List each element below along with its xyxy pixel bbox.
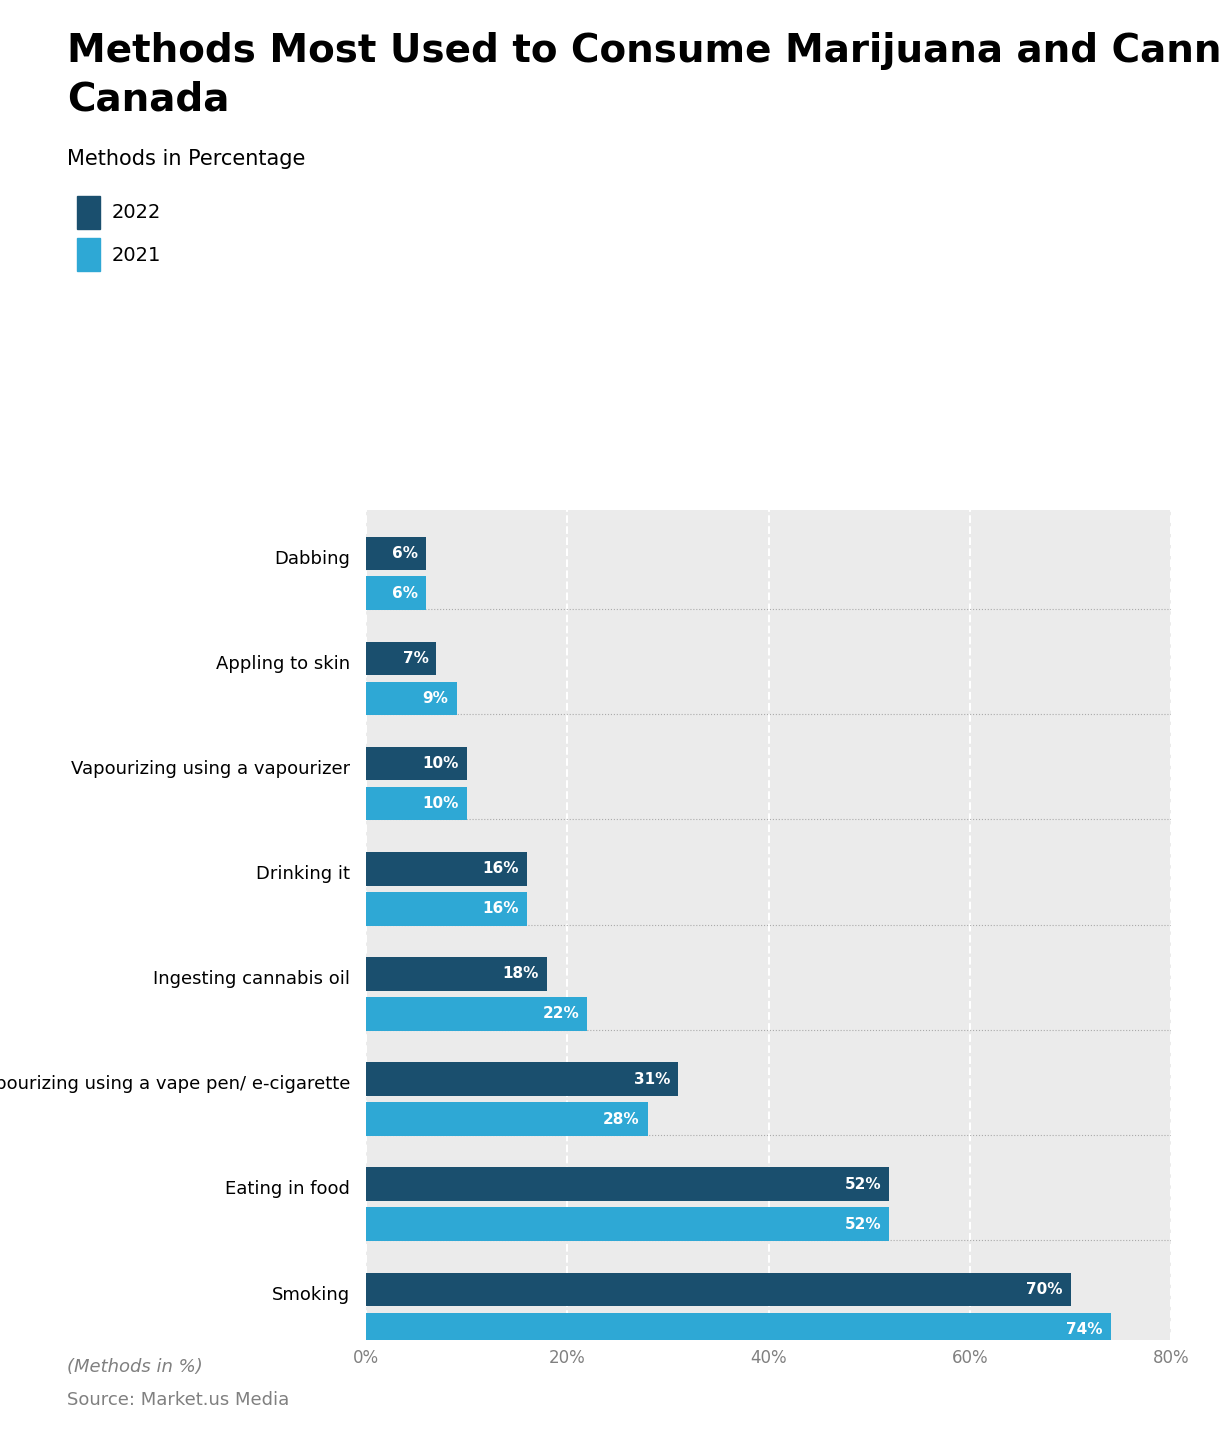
Bar (366, 852, 527, 885)
Bar (366, 957, 548, 992)
Bar (366, 747, 466, 780)
Bar (366, 577, 427, 610)
Text: 7%: 7% (403, 651, 428, 665)
Text: 10%: 10% (422, 796, 459, 811)
Text: Methods Most Used to Consume Marijuana and Cannabis in: Methods Most Used to Consume Marijuana a… (67, 32, 1220, 70)
Legend: 2022, 2021: 2022, 2021 (77, 197, 161, 271)
Text: 10%: 10% (422, 756, 459, 772)
Text: 52%: 52% (844, 1217, 881, 1232)
Text: 22%: 22% (543, 1006, 580, 1022)
Text: 74%: 74% (1066, 1322, 1103, 1337)
Bar (366, 893, 527, 926)
Bar (366, 786, 466, 820)
Bar (366, 1102, 648, 1136)
Bar (366, 1207, 889, 1241)
Bar (366, 1313, 1110, 1347)
Text: 16%: 16% (482, 901, 518, 916)
Text: 9%: 9% (422, 692, 449, 706)
Text: 28%: 28% (603, 1111, 639, 1127)
Text: 52%: 52% (844, 1176, 881, 1192)
Text: 31%: 31% (633, 1072, 670, 1086)
Text: 16%: 16% (482, 862, 518, 877)
Bar (366, 997, 588, 1031)
Bar (366, 536, 427, 571)
Bar (366, 681, 456, 715)
Text: Source: Market.us Media: Source: Market.us Media (67, 1392, 289, 1409)
Bar (366, 1168, 889, 1201)
Bar (366, 1063, 678, 1096)
Text: 70%: 70% (1026, 1281, 1063, 1297)
Text: Methods in Percentage: Methods in Percentage (67, 149, 305, 169)
Text: 6%: 6% (393, 546, 418, 561)
Text: 6%: 6% (393, 585, 418, 601)
Text: 18%: 18% (503, 967, 539, 981)
Text: (Methods in %): (Methods in %) (67, 1358, 203, 1376)
Bar (366, 1273, 1071, 1306)
Bar (366, 642, 437, 676)
Text: Canada: Canada (67, 80, 229, 118)
